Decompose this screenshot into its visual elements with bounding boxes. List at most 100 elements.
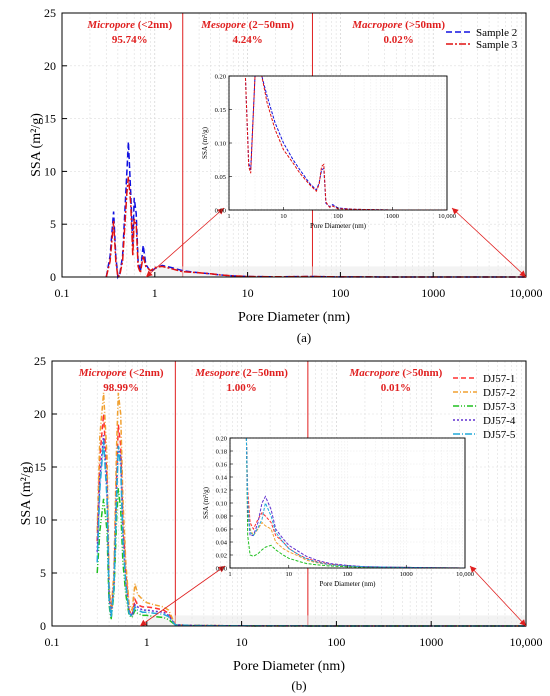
y-tick-label: 25 — [44, 6, 56, 20]
region-label-2: Macropore (>50nm) — [351, 19, 445, 31]
inset-x-tick-label: 100 — [333, 213, 343, 220]
inset-series-line-Sample 2 — [242, 76, 447, 210]
inset-x-tick-label: 10 — [286, 571, 293, 578]
legend-entry: Sample 3 — [476, 39, 518, 51]
region-percent-2: 0.01% — [381, 382, 411, 394]
legend-entry: DJ57-3 — [483, 401, 516, 413]
region-percent-0: 95.74% — [112, 34, 148, 46]
legend-entry: Sample 2 — [476, 27, 517, 39]
inset-y-tick-label: 0.18 — [216, 449, 227, 456]
y-tick-label: 0 — [40, 619, 46, 633]
region-label-2: Macropore (>50nm) — [349, 367, 443, 379]
zoom-arrow — [139, 565, 226, 627]
y-axis-title: SSA (m²/g) — [29, 113, 44, 177]
plot-frame — [61, 12, 527, 278]
inset-x-tick-label: 1000 — [400, 571, 413, 578]
x-axis-title: Pore Diameter (nm) — [233, 659, 345, 674]
y-tick-label: 20 — [44, 59, 56, 73]
inset-y-tick-label: 0.10 — [215, 141, 226, 148]
inset-chart: 1 10 100 1000 10,000 0.00 0.02 0.04 0.06 0.08 0.10… — [202, 436, 474, 589]
inset-y-tick-label: 0.00 — [216, 566, 227, 573]
x-tick-label: 1 — [144, 635, 150, 649]
legend-entry: DJ57-5 — [483, 429, 516, 441]
inset-y-tick-label: 0.06 — [216, 527, 228, 534]
legend: DJ57-1 DJ57-2 DJ57-3 DJ57-4 DJ57-5 — [453, 373, 516, 441]
x-tick-label: 0.1 — [55, 286, 70, 300]
zoom-arrow-head — [519, 619, 526, 626]
series-line-Sample 3 — [105, 176, 526, 279]
region-range: (2−50nm) — [246, 19, 294, 31]
y-tick-label: 5 — [40, 566, 46, 580]
zoom-arrow-head — [470, 566, 477, 573]
plot-frame — [51, 360, 527, 627]
chart-panel-b: Micropore (<2nm) 98.99% Mesopore (2−50nm) 1… — [19, 354, 543, 693]
region-label-0: Micropore (<2nm) — [86, 19, 172, 31]
region-label-1: Mesopore (2−50nm) — [200, 19, 294, 31]
zoom-arrow-head — [217, 208, 224, 215]
x-tick-label: 100 — [331, 286, 349, 300]
inset-x-tick-label: 1000 — [386, 213, 399, 220]
inset-x-tick-label: 1 — [227, 213, 230, 220]
x-tick-label: 100 — [327, 635, 345, 649]
series-line-DJ57-5 — [96, 440, 526, 627]
zoom-arrow — [451, 207, 527, 278]
inset-series-group — [242, 76, 447, 210]
inset-y-tick-label: 0.14 — [216, 475, 228, 482]
zoom-arrow-head — [452, 208, 459, 215]
region-percent-1: 4.24% — [232, 34, 262, 46]
region-name: Mesopore — [194, 367, 240, 379]
region-range: (>50nm) — [400, 367, 443, 379]
baseline-band — [154, 266, 527, 277]
region-range: (<2nm) — [135, 19, 172, 31]
region-name: Macropore — [351, 19, 402, 31]
x-axis-title: Pore Diameter (nm) — [238, 310, 350, 325]
region-percent-1: 1.00% — [226, 382, 256, 394]
inset-y-tick-label: 0.02 — [216, 553, 227, 560]
legend-entry: DJ57-4 — [483, 415, 516, 427]
inset-y-tick-label: 0.20 — [216, 436, 227, 443]
inset-y-tick-label: 0.08 — [216, 514, 227, 521]
y-tick-label: 10 — [44, 164, 56, 178]
region-range: (<2nm) — [126, 367, 163, 379]
inset-x-tick-label: 10,000 — [438, 213, 456, 220]
zoom-arrow-head — [218, 566, 225, 573]
chart-panel-a: Micropore (<2nm) 95.74% Mesopore (2−50nm) 4… — [29, 6, 543, 345]
region-range: (2−50nm) — [240, 367, 288, 379]
y-axis-title: SSA (m²/g) — [19, 461, 34, 525]
series-group — [105, 141, 526, 280]
x-tick-label: 10 — [236, 635, 248, 649]
region-name: Micropore — [78, 367, 127, 379]
region-name: Micropore — [86, 19, 135, 31]
y-tick-label: 10 — [34, 513, 46, 527]
inset-x-tick-label: 10,000 — [456, 571, 474, 578]
inset-y-tick-label: 0.12 — [216, 488, 227, 495]
legend-entry: DJ57-1 — [483, 373, 515, 385]
zoom-arrow — [469, 565, 527, 627]
inset-series-line-Sample 3 — [242, 76, 447, 210]
inset-y-tick-label: 0.10 — [216, 501, 227, 508]
region-range: (>50nm) — [402, 19, 445, 31]
x-tick-label: 10,000 — [510, 286, 543, 300]
inset-y-axis-title: SSA (m²/g) — [201, 126, 209, 159]
x-tick-label: 1000 — [421, 286, 445, 300]
zoom-arrow — [145, 207, 225, 278]
zoom-arrow-head — [519, 270, 526, 277]
inset-y-tick-label: 0.15 — [215, 107, 226, 114]
inset-x-axis-title: Pore Diameter (nm) — [320, 580, 377, 588]
region-label-0: Micropore (<2nm) — [78, 367, 164, 379]
inset-y-tick-label: 0.00 — [215, 208, 226, 215]
inset-x-tick-label: 100 — [343, 571, 353, 578]
zoom-arrow-head — [140, 619, 147, 626]
x-tick-label: 10,000 — [510, 635, 543, 649]
baseline-band — [146, 615, 527, 626]
inset-x-tick-label: 1 — [228, 571, 231, 578]
region-percent-0: 98.99% — [103, 382, 139, 394]
inset-y-tick-label: 0.16 — [216, 462, 228, 469]
zoom-arrow-head — [146, 270, 153, 277]
inset-x-axis-title: Pore Diameter (nm) — [310, 222, 367, 230]
inset-y-tick-label: 0.20 — [215, 74, 226, 81]
panel-caption: (b) — [291, 678, 306, 693]
x-tick-label: 0.1 — [45, 635, 60, 649]
